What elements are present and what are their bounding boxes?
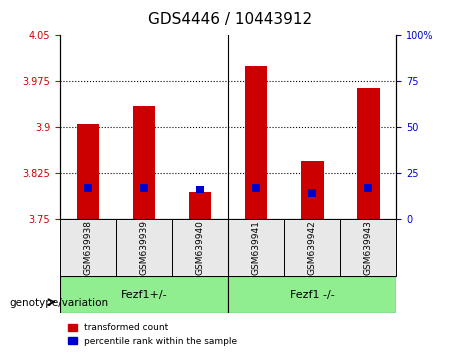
Text: GSM639942: GSM639942 — [308, 221, 317, 275]
Text: GDS4446 / 10443912: GDS4446 / 10443912 — [148, 12, 313, 27]
Bar — [189, 192, 211, 219]
Text: GSM639943: GSM639943 — [364, 220, 373, 275]
Text: GSM639938: GSM639938 — [83, 220, 93, 275]
Bar — [133, 106, 155, 219]
Bar — [77, 124, 99, 219]
FancyBboxPatch shape — [340, 219, 396, 276]
Text: Fezf1+/-: Fezf1+/- — [121, 290, 167, 300]
FancyBboxPatch shape — [60, 276, 228, 313]
FancyBboxPatch shape — [116, 219, 172, 276]
FancyBboxPatch shape — [228, 276, 396, 313]
FancyBboxPatch shape — [284, 219, 340, 276]
Bar — [301, 161, 324, 219]
Bar — [252, 184, 260, 192]
Bar — [140, 184, 148, 192]
Bar — [365, 184, 372, 192]
Bar — [308, 189, 316, 197]
Text: GSM639941: GSM639941 — [252, 220, 261, 275]
FancyBboxPatch shape — [228, 219, 284, 276]
Text: GSM639940: GSM639940 — [195, 220, 205, 275]
Text: Fezf1 -/-: Fezf1 -/- — [290, 290, 335, 300]
FancyBboxPatch shape — [60, 219, 116, 276]
Legend: transformed count, percentile rank within the sample: transformed count, percentile rank withi… — [65, 320, 241, 349]
Text: GSM639939: GSM639939 — [140, 220, 148, 275]
Text: genotype/variation: genotype/variation — [9, 298, 108, 308]
Bar — [245, 66, 267, 219]
Bar — [196, 186, 204, 193]
Bar — [84, 184, 92, 192]
Bar — [357, 87, 379, 219]
FancyBboxPatch shape — [172, 219, 228, 276]
